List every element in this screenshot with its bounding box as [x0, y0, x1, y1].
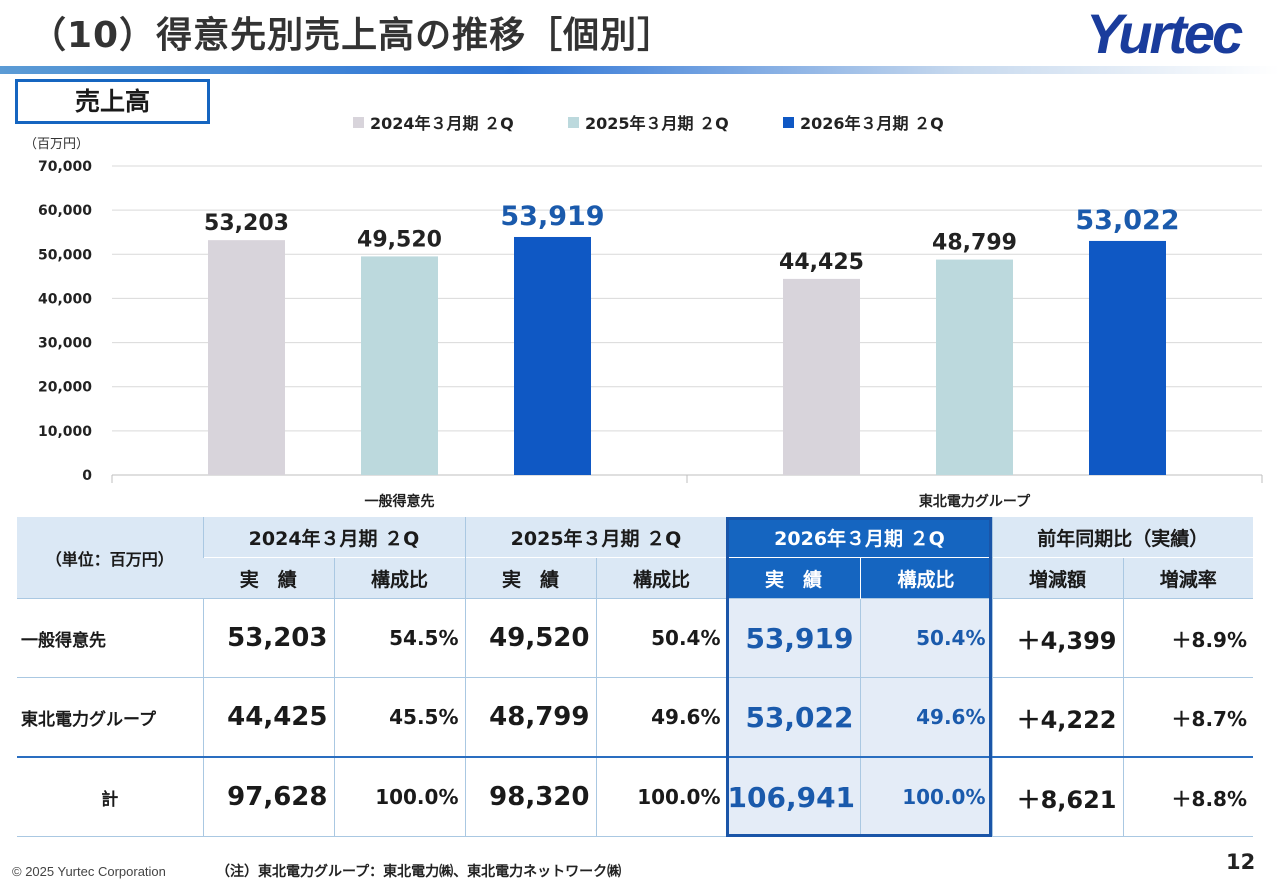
bar-value-label: 44,425: [779, 250, 864, 275]
cell-actual-2024: 53,203: [202, 598, 334, 678]
cell-ratio-2026: 50.4%: [859, 598, 992, 678]
cell-ratio-2025: 100.0%: [595, 756, 727, 837]
subheader-ratio-2025: 構成比: [595, 557, 727, 599]
cell-ratio-2024: 54.5%: [333, 598, 465, 678]
y-tick-label: 70,000: [38, 159, 92, 175]
y-tick-label: 60,000: [38, 203, 92, 219]
y-tick-label: 30,000: [38, 336, 92, 352]
table-row: 東北電力グループ 44,425 45.5% 48,799 49.6% 53,02…: [17, 677, 1254, 757]
yoy-header: 前年同期比（実績）: [991, 517, 1254, 558]
y-tick-label: 50,000: [38, 247, 92, 263]
subheader-actual-2025: 実 績: [464, 557, 596, 599]
section-label: 売上高: [15, 79, 210, 124]
cell-actual-2025: 49,520: [464, 598, 596, 678]
row-label: 東北電力グループ: [17, 677, 203, 757]
y-tick-label: 20,000: [38, 380, 92, 396]
cell-ratio-2025: 49.6%: [595, 677, 727, 757]
cell-ratio-2026: 49.6%: [859, 677, 992, 757]
subheader-actual-2026: 実 績: [726, 557, 860, 599]
bar-value-label: 49,520: [357, 227, 442, 252]
y-tick-label: 40,000: [38, 291, 92, 307]
cell-change: ＋4,222: [991, 677, 1123, 757]
subheader-rate: 増減率: [1122, 557, 1254, 599]
cell-actual-2026: 53,919: [726, 598, 860, 678]
bar-value-label: 48,799: [932, 231, 1017, 256]
period-header-2025: 2025年３月期 ２Q: [464, 517, 727, 558]
yurtec-logo: Yurtec: [1086, 2, 1243, 65]
row-label-total: 計: [17, 756, 203, 837]
sales-bar-chart: （百万円） 0 10,000 20,000 30,000 40,000 50,000 60,0…: [24, 114, 1263, 510]
category-label: 東北電力グループ: [919, 493, 1031, 510]
slide-title: （10）得意先別売上高の推移［個別］: [30, 15, 675, 56]
unit-header: （単位：百万円）: [17, 517, 203, 599]
legend-entry: 2025年３月期 ２Q: [585, 114, 729, 133]
cell-change: ＋8,621: [991, 756, 1123, 837]
legend-swatch: [353, 117, 364, 128]
footnote: （注）東北電力グループ：東北電力㈱、東北電力ネットワーク㈱: [216, 864, 622, 880]
cell-rate: ＋8.7%: [1122, 677, 1254, 757]
table-subheader-row: 実 績 構成比 実 績 構成比 実 績 構成比 増減額 増減率: [17, 557, 1254, 599]
title-underline-bar: [0, 66, 1280, 74]
cell-change: ＋4,399: [991, 598, 1123, 678]
subheader-change: 増減額: [991, 557, 1123, 599]
sales-table: （単位：百万円） 2024年３月期 ２Q 2025年３月期 ２Q 2026年３月…: [17, 517, 1254, 837]
bar: [783, 278, 860, 475]
subheader-actual-2024: 実 績: [203, 557, 334, 599]
y-axis-unit-label: （百万円）: [24, 137, 89, 152]
y-tick-label: 0: [82, 468, 92, 484]
subheader-ratio-2024: 構成比: [333, 557, 465, 599]
page-number: 12: [1226, 850, 1256, 874]
period-header-2024: 2024年３月期 ２Q: [202, 517, 465, 558]
subheader-ratio-2026: 構成比: [859, 557, 992, 599]
category-label: 一般得意先: [365, 493, 435, 510]
bar-value-label: 53,203: [204, 211, 289, 236]
bar-value-label: 53,919: [500, 201, 604, 232]
cell-actual-2026: 53,022: [726, 677, 860, 757]
cell-actual-2026: 106,941: [726, 756, 860, 837]
table-row: 一般得意先 53,203 54.5% 49,520 50.4% 53,919 5…: [17, 598, 1254, 678]
period-header-2026: 2026年３月期 ２Q: [726, 517, 992, 558]
table-header-row: （単位：百万円） 2024年３月期 ２Q 2025年３月期 ２Q 2026年３月…: [17, 517, 1254, 599]
cell-actual-2024: 97,628: [202, 756, 334, 837]
cell-ratio-2025: 50.4%: [595, 598, 727, 678]
cell-ratio-2024: 45.5%: [333, 677, 465, 757]
cell-actual-2025: 98,320: [464, 756, 596, 837]
bar: [361, 256, 438, 475]
bar-value-label: 53,022: [1075, 205, 1179, 236]
legend-entry: 2026年３月期 ２Q: [800, 114, 944, 133]
cell-actual-2024: 44,425: [202, 677, 334, 757]
bar: [1089, 240, 1166, 475]
cell-actual-2025: 48,799: [464, 677, 596, 757]
bar: [208, 240, 285, 475]
legend-swatch: [783, 117, 794, 128]
legend-entry: 2024年３月期 ２Q: [370, 114, 514, 133]
legend-swatch: [568, 117, 579, 128]
copyright: © 2025 Yurtec Corporation: [12, 864, 166, 879]
cell-rate: ＋8.9%: [1122, 598, 1254, 678]
bar: [936, 259, 1013, 475]
bar: [514, 236, 591, 475]
cell-rate: ＋8.8%: [1122, 756, 1254, 837]
y-tick-label: 10,000: [38, 424, 92, 440]
table-total-row: 計 97,628 100.0% 98,320 100.0% 106,941 10…: [17, 756, 1254, 837]
cell-ratio-2026: 100.0%: [859, 756, 992, 837]
row-label: 一般得意先: [17, 598, 203, 678]
cell-ratio-2024: 100.0%: [333, 756, 465, 837]
